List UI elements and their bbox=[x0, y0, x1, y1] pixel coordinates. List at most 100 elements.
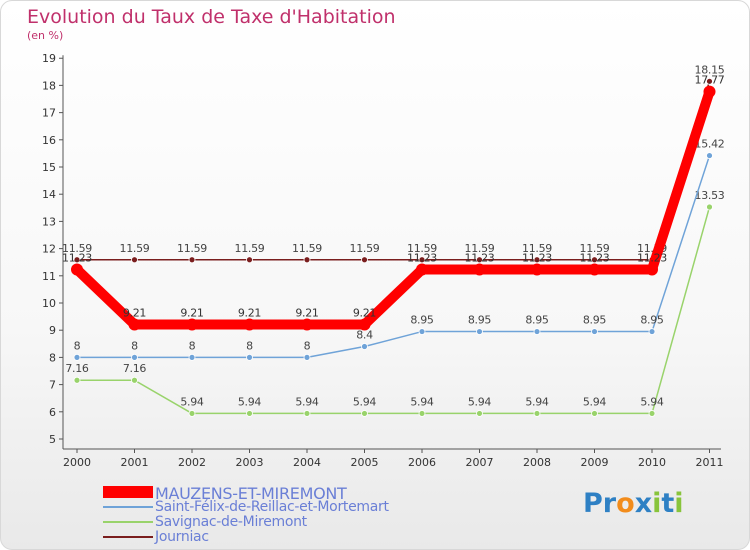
data-point-saint-f-lix-de-reillac-et-mortemart bbox=[361, 343, 368, 350]
data-point-savignac-de-miremont bbox=[591, 410, 598, 417]
line-chart: 5 6 7 8 9 10 11 12 13 14 15 16 17 18 19 2000 2001 2002 200… bbox=[42, 52, 725, 469]
logo-letter: t bbox=[661, 488, 675, 519]
data-point-savignac-de-miremont bbox=[246, 410, 253, 417]
data-point-saint-f-lix-de-reillac-et-mortemart bbox=[303, 353, 311, 361]
data-point-saint-f-lix-de-reillac-et-mortemart bbox=[648, 328, 656, 335]
y-tick-label: 14 bbox=[42, 188, 56, 201]
data-point-journiac bbox=[476, 256, 483, 264]
data-point-journiac bbox=[188, 256, 196, 264]
data-point-mauzens-et-miremont bbox=[71, 263, 83, 276]
data-point-savignac-de-miremont bbox=[73, 376, 81, 384]
chart-subtitle: (en %) bbox=[27, 29, 64, 42]
data-point-mauzens-et-miremont bbox=[588, 263, 601, 276]
data-label-mauzens-et-miremont: 11.23 bbox=[637, 252, 667, 265]
data-point-mauzens-et-miremont bbox=[301, 318, 313, 331]
data-label-journiac: 11.59 bbox=[350, 242, 380, 255]
data-point-mauzens-et-miremont bbox=[531, 263, 543, 276]
y-tick-label: 11 bbox=[42, 270, 56, 283]
y-tick-label: 10 bbox=[42, 297, 56, 310]
series-line-journiac bbox=[76, 80, 711, 261]
data-label-saint-f-lix-de-reillac-et-mortemart: 8.95 bbox=[468, 314, 492, 327]
data-label-saint-f-lix-de-reillac-et-mortemart: 8 bbox=[304, 339, 311, 352]
data-point-saint-f-lix-de-reillac-et-mortemart bbox=[706, 152, 713, 159]
proxiti-logo: Proxiti bbox=[583, 488, 684, 519]
y-tick-label: 6 bbox=[49, 406, 56, 419]
data-point-journiac bbox=[533, 256, 541, 264]
y-tick-label: 7 bbox=[49, 379, 56, 392]
data-point-mauzens-et-miremont bbox=[358, 318, 371, 331]
logo-letter: r bbox=[602, 488, 617, 519]
data-label-journiac: 11.59 bbox=[407, 242, 437, 255]
data-point-savignac-de-miremont bbox=[131, 376, 138, 384]
x-tick-label: 2005 bbox=[351, 456, 379, 469]
data-point-savignac-de-miremont bbox=[303, 410, 311, 417]
logo-letter: x bbox=[634, 488, 653, 519]
y-tick-label: 9 bbox=[49, 324, 56, 337]
x-tick-label: 2001 bbox=[121, 456, 149, 469]
data-label-savignac-de-miremont: 5.94 bbox=[180, 395, 204, 408]
y-tick-label: 13 bbox=[42, 215, 56, 228]
x-tick-label: 2011 bbox=[696, 456, 724, 469]
x-tick-label: 2002 bbox=[178, 456, 206, 469]
data-label-mauzens-et-miremont: 9.21 bbox=[238, 306, 261, 319]
series-line-mauzens-et-miremont bbox=[72, 86, 715, 330]
data-label-mauzens-et-miremont: 11.23 bbox=[522, 252, 552, 265]
legend-swatch bbox=[103, 486, 153, 498]
data-label-saint-f-lix-de-reillac-et-mortemart: 8.95 bbox=[525, 314, 549, 327]
data-label-saint-f-lix-de-reillac-et-mortemart: 8.4 bbox=[356, 329, 373, 342]
data-point-journiac bbox=[246, 256, 253, 264]
data-label-journiac: 11.59 bbox=[580, 242, 610, 255]
data-label-savignac-de-miremont: 5.94 bbox=[525, 395, 549, 408]
data-point-journiac bbox=[591, 256, 598, 264]
data-label-savignac-de-miremont: 7.16 bbox=[65, 362, 89, 375]
data-label-journiac: 18.15 bbox=[695, 63, 725, 76]
data-point-journiac bbox=[706, 77, 713, 85]
data-label-mauzens-et-miremont: 11.23 bbox=[407, 252, 437, 265]
y-tick-label: 12 bbox=[42, 243, 56, 256]
series-line-savignac-de-miremont bbox=[76, 206, 711, 415]
data-point-saint-f-lix-de-reillac-et-mortemart bbox=[418, 328, 426, 335]
data-point-mauzens-et-miremont bbox=[703, 85, 716, 98]
data-label-saint-f-lix-de-reillac-et-mortemart: 8 bbox=[74, 339, 81, 352]
x-tick-label: 2003 bbox=[236, 456, 264, 469]
data-label-savignac-de-miremont: 5.94 bbox=[353, 395, 377, 408]
data-label-saint-f-lix-de-reillac-et-mortemart: 15.42 bbox=[695, 138, 725, 151]
legend-label: Saint-Félix-de-Reillac-et-Mortemart bbox=[155, 499, 389, 515]
data-point-saint-f-lix-de-reillac-et-mortemart bbox=[533, 328, 541, 335]
data-point-saint-f-lix-de-reillac-et-mortemart bbox=[73, 353, 81, 361]
legend-label: MAUZENS-ET-MIREMONT bbox=[155, 484, 347, 503]
data-label-saint-f-lix-de-reillac-et-mortemart: 8.95 bbox=[583, 314, 607, 327]
y-tick-label: 8 bbox=[49, 351, 56, 364]
legend-swatch bbox=[103, 536, 153, 538]
data-label-savignac-de-miremont: 5.94 bbox=[238, 395, 262, 408]
data-point-mauzens-et-miremont bbox=[473, 263, 486, 276]
x-tick-label: 2010 bbox=[638, 456, 666, 469]
chart-title: Evolution du Taux de Taxe d'Habitation bbox=[27, 6, 396, 28]
data-label-saint-f-lix-de-reillac-et-mortemart: 8 bbox=[189, 339, 196, 352]
legend-swatch bbox=[103, 506, 153, 508]
data-point-mauzens-et-miremont bbox=[243, 318, 256, 331]
series-line-saint-f-lix-de-reillac-et-mortemart bbox=[76, 154, 711, 359]
data-label-mauzens-et-miremont: 9.21 bbox=[295, 306, 318, 319]
data-point-journiac bbox=[131, 256, 138, 264]
data-label-savignac-de-miremont: 5.94 bbox=[295, 395, 319, 408]
legend-swatch bbox=[103, 521, 153, 523]
data-point-savignac-de-miremont bbox=[648, 410, 656, 417]
data-label-savignac-de-miremont: 7.16 bbox=[123, 362, 147, 375]
y-tick-label: 15 bbox=[42, 161, 56, 174]
data-point-savignac-de-miremont bbox=[476, 410, 483, 417]
data-label-saint-f-lix-de-reillac-et-mortemart: 8.95 bbox=[640, 314, 664, 327]
data-label-journiac: 11.59 bbox=[292, 242, 322, 255]
data-label-mauzens-et-miremont: 11.23 bbox=[465, 252, 495, 265]
data-label-journiac: 11.59 bbox=[522, 242, 552, 255]
data-point-saint-f-lix-de-reillac-et-mortemart bbox=[131, 353, 138, 361]
data-label-savignac-de-miremont: 5.94 bbox=[410, 395, 434, 408]
logo-letter: i bbox=[652, 488, 662, 519]
data-point-journiac bbox=[418, 256, 426, 264]
data-label-saint-f-lix-de-reillac-et-mortemart: 8 bbox=[131, 339, 138, 352]
data-label-savignac-de-miremont: 5.94 bbox=[583, 395, 607, 408]
data-label-journiac: 11.59 bbox=[235, 242, 265, 255]
data-label-saint-f-lix-de-reillac-et-mortemart: 8.95 bbox=[410, 314, 434, 327]
y-tick-label: 18 bbox=[42, 79, 56, 92]
data-label-mauzens-et-miremont: 11.23 bbox=[62, 252, 92, 265]
